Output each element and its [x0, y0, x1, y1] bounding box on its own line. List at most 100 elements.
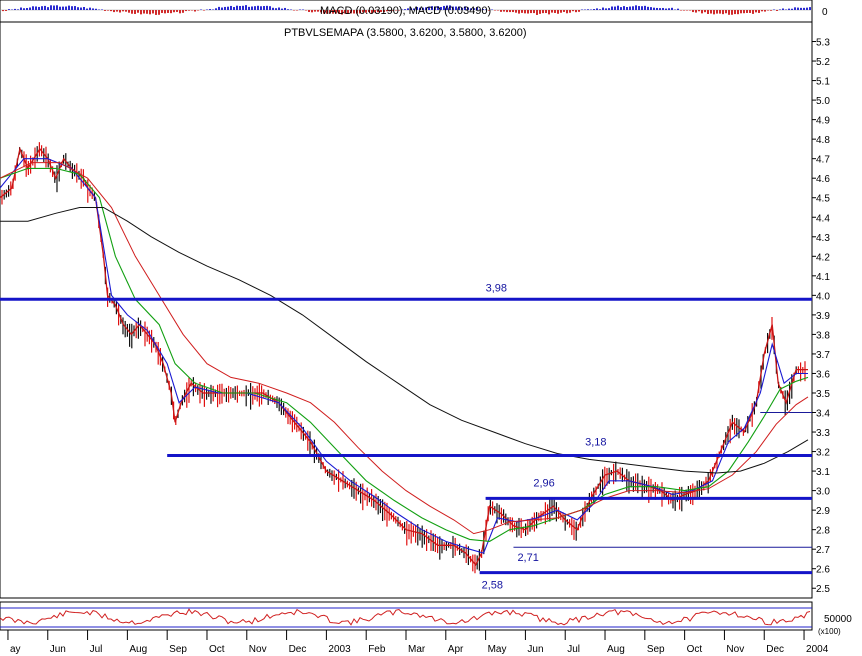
macd-bar: [560, 10, 562, 13]
y-tick-label-12: 3.7: [816, 350, 830, 361]
macd-bar: [32, 6, 34, 10]
x-tick-label-11: Apr: [448, 644, 464, 655]
macd-bar: [266, 5, 268, 10]
macd-bar: [167, 10, 169, 13]
macd-bar: [209, 9, 211, 10]
macd-bar: [110, 10, 112, 12]
macd-bar: [647, 6, 649, 10]
macd-bar: [68, 5, 70, 10]
macd-bar: [539, 10, 541, 14]
x-tick-label-7: Dec: [289, 644, 307, 655]
macd-bar: [260, 6, 262, 10]
series-ma-200: [0, 207, 809, 474]
macd-bar: [665, 8, 667, 10]
price-title: PTBVLSEMAPA (3.5800, 3.6200, 3.5800, 3.6…: [284, 27, 527, 39]
macd-bar: [35, 6, 37, 10]
macd-bar: [635, 5, 637, 10]
macd-bar: [728, 10, 730, 15]
macd-bar: [512, 10, 514, 13]
macd-bar: [329, 10, 331, 14]
macd-bar: [794, 7, 796, 10]
macd-bar: [233, 7, 235, 10]
macd-bar: [713, 10, 715, 15]
x-tick-label-8: 2003: [328, 644, 351, 655]
macd-bar: [131, 10, 133, 14]
macd-bar: [779, 9, 781, 10]
macd-bar: [809, 7, 811, 10]
macd-bar: [65, 6, 67, 10]
macd-bar: [128, 10, 130, 13]
y-tick-label-14: 3.9: [816, 311, 830, 322]
macd-bar: [11, 9, 13, 10]
macd-bar: [341, 10, 343, 15]
volume-oscillator-line: [0, 608, 811, 626]
macd-bar: [692, 10, 694, 13]
macd-bar: [473, 8, 475, 10]
macd-bar: [791, 8, 793, 10]
macd-bar: [395, 10, 397, 11]
candlesticks: [1, 142, 806, 574]
macd-bar: [140, 10, 142, 15]
macd-bar: [125, 10, 127, 12]
macd-bar: [218, 6, 220, 10]
macd-bar: [488, 10, 490, 11]
x-tick-label-1: Jun: [50, 644, 66, 655]
macd-bar: [164, 10, 166, 14]
macd-bar: [284, 7, 286, 10]
macd-bar: [596, 8, 598, 10]
macd-bar: [650, 7, 652, 10]
macd-bar: [2, 10, 4, 12]
macd-bar: [470, 8, 472, 10]
macd-bar: [176, 10, 178, 12]
macd-bar: [443, 5, 445, 10]
y-tick-label-15: 4.0: [816, 291, 830, 302]
macd-bar: [806, 7, 808, 10]
macd-bar: [158, 10, 160, 15]
macd-bar: [611, 6, 613, 10]
macd-bar: [419, 7, 421, 10]
macd-bar: [143, 10, 145, 14]
macd-bar: [182, 10, 184, 13]
macd-bar: [674, 9, 676, 10]
y-tick-label-8: 3.3: [816, 428, 830, 439]
macd-bar: [281, 8, 283, 10]
x-tick-label-0: ay: [10, 644, 21, 655]
macd-bar: [548, 10, 550, 15]
macd-bar: [41, 6, 43, 10]
macd-bar: [305, 10, 307, 11]
macd-bar: [221, 7, 223, 10]
macd-bar: [371, 10, 373, 14]
macd-bar: [656, 7, 658, 10]
macd-bar: [59, 6, 61, 10]
x-tick-label-3: Aug: [129, 644, 147, 655]
macd-bar: [92, 8, 94, 10]
macd-bar: [56, 5, 58, 10]
macd-bar: [296, 10, 298, 11]
macd-bar: [659, 8, 661, 10]
macd-bar: [8, 9, 10, 10]
macd-bar: [737, 10, 739, 15]
macd-bar: [359, 10, 361, 14]
macd-bar: [236, 5, 238, 10]
macd-bar: [605, 8, 607, 10]
macd-bar: [680, 10, 682, 11]
macd-bar: [569, 10, 571, 13]
macd-bar: [695, 10, 697, 13]
macd-bar: [620, 7, 622, 10]
macd-bar: [272, 7, 274, 10]
level-label-0: 3,98: [486, 282, 507, 294]
macd-bar: [746, 10, 748, 13]
x-axis: ay Jun Jul Aug Sep Oct Nov Dec 2003 Feb Mar Apr May J…: [0, 629, 829, 655]
y-tick-label-7: 3.2: [816, 448, 830, 459]
macd-bar: [116, 10, 118, 12]
macd-bar: [461, 7, 463, 10]
macd-bar: [62, 6, 64, 10]
x-tick-label-16: Sep: [647, 644, 665, 655]
x-tick-label-18: Nov: [726, 644, 744, 655]
macd-bar: [230, 5, 232, 10]
macd-bar: [104, 10, 106, 11]
macd-bar: [629, 6, 631, 10]
macd-bar: [5, 10, 7, 11]
macd-bar: [716, 10, 718, 14]
